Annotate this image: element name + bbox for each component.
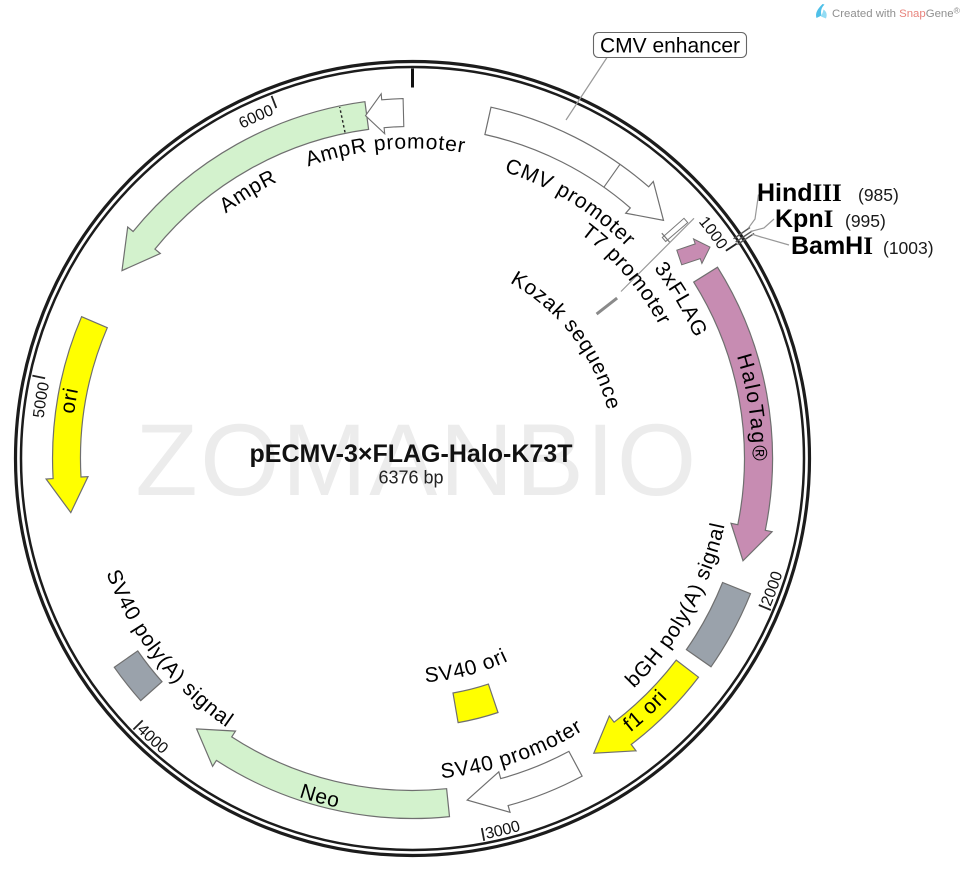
svg-text:Kozak sequence: Kozak sequence — [507, 267, 625, 412]
svg-text:HindIII: HindIII — [757, 179, 842, 207]
svg-text:(1003): (1003) — [883, 238, 934, 258]
svg-text:(985): (985) — [858, 185, 899, 205]
svg-text:BamHI: BamHI — [791, 232, 873, 260]
svg-text:5000: 5000 — [31, 381, 53, 419]
svg-text:Created with SnapGene®: Created with SnapGene® — [832, 6, 961, 21]
svg-text:(995): (995) — [845, 211, 886, 231]
svg-text:KpnI: KpnI — [775, 205, 833, 233]
svg-text:ZOMANBIO: ZOMANBIO — [135, 403, 698, 517]
svg-text:pECMV-3×FLAG-Halo-K73T: pECMV-3×FLAG-Halo-K73T — [250, 440, 573, 468]
svg-text:SV40 ori: SV40 ori — [424, 644, 511, 687]
svg-text:HaloTag®: HaloTag® — [732, 351, 771, 463]
svg-text:SV40 poly(A) signal: SV40 poly(A) signal — [101, 566, 237, 732]
svg-text:CMV enhancer: CMV enhancer — [600, 35, 740, 58]
svg-text:ori: ori — [56, 385, 83, 415]
svg-text:6376 bp: 6376 bp — [378, 468, 443, 488]
svg-text:3000: 3000 — [484, 818, 522, 843]
